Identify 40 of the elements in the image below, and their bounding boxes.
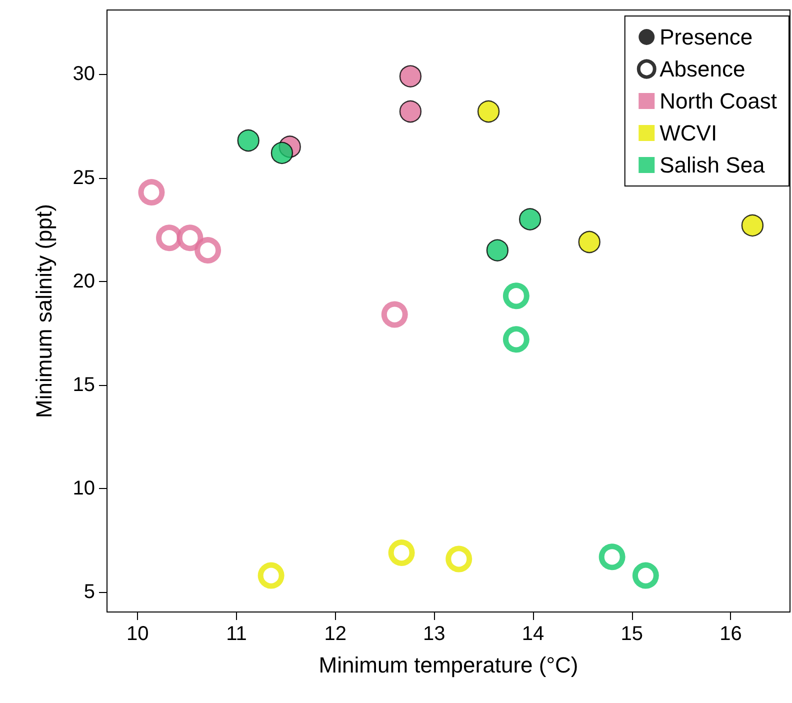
x-axis-title: Minimum temperature (°C) — [318, 652, 578, 678]
point — [578, 230, 600, 254]
legend-label: Absence — [660, 56, 746, 82]
point — [381, 301, 408, 328]
point — [237, 129, 260, 152]
point — [446, 546, 472, 572]
y-tick-label: 20 — [72, 270, 95, 292]
point — [741, 214, 764, 237]
point — [598, 544, 626, 570]
y-tick-label: 15 — [72, 374, 95, 396]
y-tick-label: 25 — [72, 166, 95, 189]
point — [138, 179, 165, 206]
y-tick-label: 30 — [72, 63, 95, 86]
x-tick-label: 13 — [423, 623, 446, 645]
point — [502, 326, 530, 353]
x-tick-label: 16 — [720, 623, 742, 645]
point — [388, 540, 415, 566]
y-tick-label: 5 — [84, 581, 95, 604]
x-tick-label: 11 — [226, 623, 247, 645]
legend-label: Salish Sea — [660, 152, 766, 178]
point — [399, 65, 422, 88]
x-tick-label: 12 — [324, 623, 346, 645]
point — [518, 208, 542, 230]
legend-label: North Coast — [660, 88, 778, 114]
x-tick-label: 14 — [522, 623, 544, 645]
point — [270, 142, 294, 164]
point — [176, 224, 204, 252]
point — [258, 562, 284, 589]
x-tick-label: 15 — [620, 623, 643, 645]
point — [194, 237, 222, 264]
x-tick-label: 10 — [126, 623, 149, 645]
legend-label: Presence — [660, 24, 753, 50]
point — [632, 562, 659, 589]
point — [399, 100, 422, 123]
point — [477, 100, 500, 123]
point — [486, 239, 509, 262]
y-axis-title: Minimum salinity (ppt) — [32, 204, 56, 418]
legend-label: WCVI — [660, 120, 718, 146]
y-tick-label: 10 — [72, 478, 95, 500]
point — [502, 282, 530, 310]
